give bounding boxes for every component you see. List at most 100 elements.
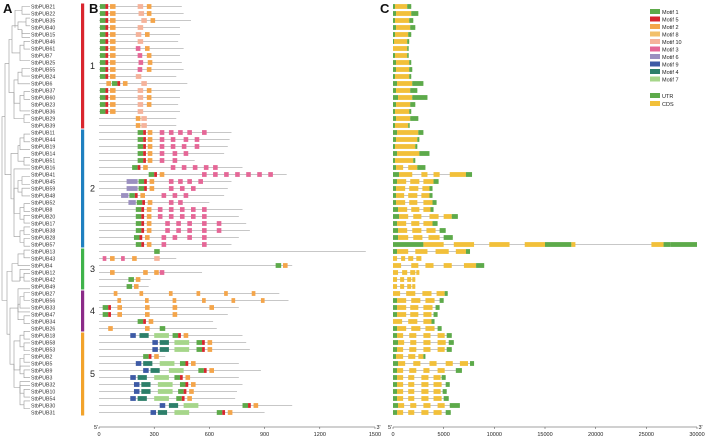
motif-box xyxy=(99,60,106,65)
motif-box xyxy=(216,228,222,233)
utr-box xyxy=(393,333,398,338)
motif-box xyxy=(159,347,169,352)
motif-box xyxy=(110,32,116,37)
tree-branch xyxy=(23,346,30,351)
motif-box xyxy=(187,221,192,226)
tree-branch xyxy=(17,145,20,154)
motif-box xyxy=(227,410,233,415)
motif-box xyxy=(192,165,198,170)
cds-box xyxy=(396,354,404,359)
motif-box xyxy=(183,389,187,394)
gene-label: StbPUB57 xyxy=(31,242,55,248)
legend-swatch xyxy=(650,76,660,82)
cds-box xyxy=(421,410,429,415)
tree-branch xyxy=(23,215,30,220)
motif-box xyxy=(137,95,144,100)
motif-box xyxy=(242,403,249,408)
motif-box xyxy=(132,165,138,170)
utr-box xyxy=(470,361,475,366)
motif-box xyxy=(161,235,167,240)
cds-box xyxy=(421,396,429,401)
motif-box xyxy=(141,228,145,233)
motif-box xyxy=(179,382,186,387)
utr-box xyxy=(393,151,398,156)
tree-branch xyxy=(17,308,30,313)
motif-box xyxy=(216,410,223,415)
cds-box xyxy=(408,319,418,324)
tree-branch xyxy=(23,203,30,208)
motif-box xyxy=(176,221,181,226)
cds-box xyxy=(398,207,408,212)
gene-label: StbPUB19 xyxy=(31,144,55,150)
tree-branch xyxy=(13,198,20,214)
cds-box xyxy=(413,214,422,219)
gene-label: StbPUB37 xyxy=(31,88,55,94)
utr-box xyxy=(449,403,460,408)
tree-branch xyxy=(19,213,24,220)
utr-box xyxy=(393,228,399,233)
motif-box xyxy=(146,4,152,9)
motif-box xyxy=(110,270,115,275)
motif-box xyxy=(133,389,140,394)
gene-label: StbPUB45 xyxy=(31,179,55,185)
motif-box xyxy=(159,137,165,142)
motif-box xyxy=(251,291,256,296)
motif-box xyxy=(209,368,214,373)
cds-box xyxy=(423,403,431,408)
utr-box xyxy=(393,361,399,366)
motif-box xyxy=(143,165,148,170)
motif-box xyxy=(110,67,116,72)
utr-box xyxy=(393,200,397,205)
cds-box xyxy=(436,291,445,296)
utr-box xyxy=(393,4,396,9)
utr-box xyxy=(393,403,399,408)
motif-box xyxy=(183,333,189,338)
utr-box xyxy=(409,67,413,72)
motif-box xyxy=(130,396,136,401)
axis-tick-label: 20000 xyxy=(588,432,603,438)
utr-box xyxy=(393,67,397,72)
motif-box xyxy=(145,312,150,317)
motif-box xyxy=(202,130,207,135)
motif-box xyxy=(145,305,150,310)
cds-box xyxy=(421,382,429,387)
utr-box xyxy=(393,109,396,114)
gene-label: StbPUB46 xyxy=(31,39,55,45)
cds-box xyxy=(413,361,421,366)
tree-branch xyxy=(19,304,30,309)
utr-box xyxy=(417,137,420,142)
motif-box xyxy=(99,4,106,9)
cds-box xyxy=(397,389,404,394)
motif-box xyxy=(137,109,144,114)
utr-box xyxy=(432,221,438,226)
gene-label: StbPUB53 xyxy=(31,347,55,353)
axis-tick-label: 300 xyxy=(150,432,159,438)
cds-box xyxy=(393,291,401,296)
motif-box xyxy=(150,410,157,415)
utr-box xyxy=(431,319,435,324)
motif-box xyxy=(126,186,138,191)
utr-box xyxy=(393,242,424,247)
cds-box xyxy=(433,375,441,380)
gene-label: StbPUB25 xyxy=(31,60,55,66)
cds-box xyxy=(396,67,410,72)
motif-box xyxy=(235,172,240,177)
tree-branch xyxy=(23,207,30,212)
tree-branch xyxy=(23,331,30,336)
motif-box xyxy=(99,109,106,114)
motif-box xyxy=(202,347,205,352)
motif-box xyxy=(154,354,159,359)
motif-box xyxy=(145,32,150,37)
motif-box xyxy=(148,319,154,324)
cds-box xyxy=(397,130,419,135)
cds-box xyxy=(408,193,418,198)
utr-box xyxy=(393,305,398,310)
group-bar xyxy=(81,290,85,332)
cds-box xyxy=(429,361,437,366)
motif-box xyxy=(198,179,203,184)
motif-box xyxy=(149,179,155,184)
cds-box xyxy=(411,207,420,212)
motif-box xyxy=(159,144,165,149)
legend-swatch xyxy=(650,54,660,59)
cds-box xyxy=(399,214,409,219)
